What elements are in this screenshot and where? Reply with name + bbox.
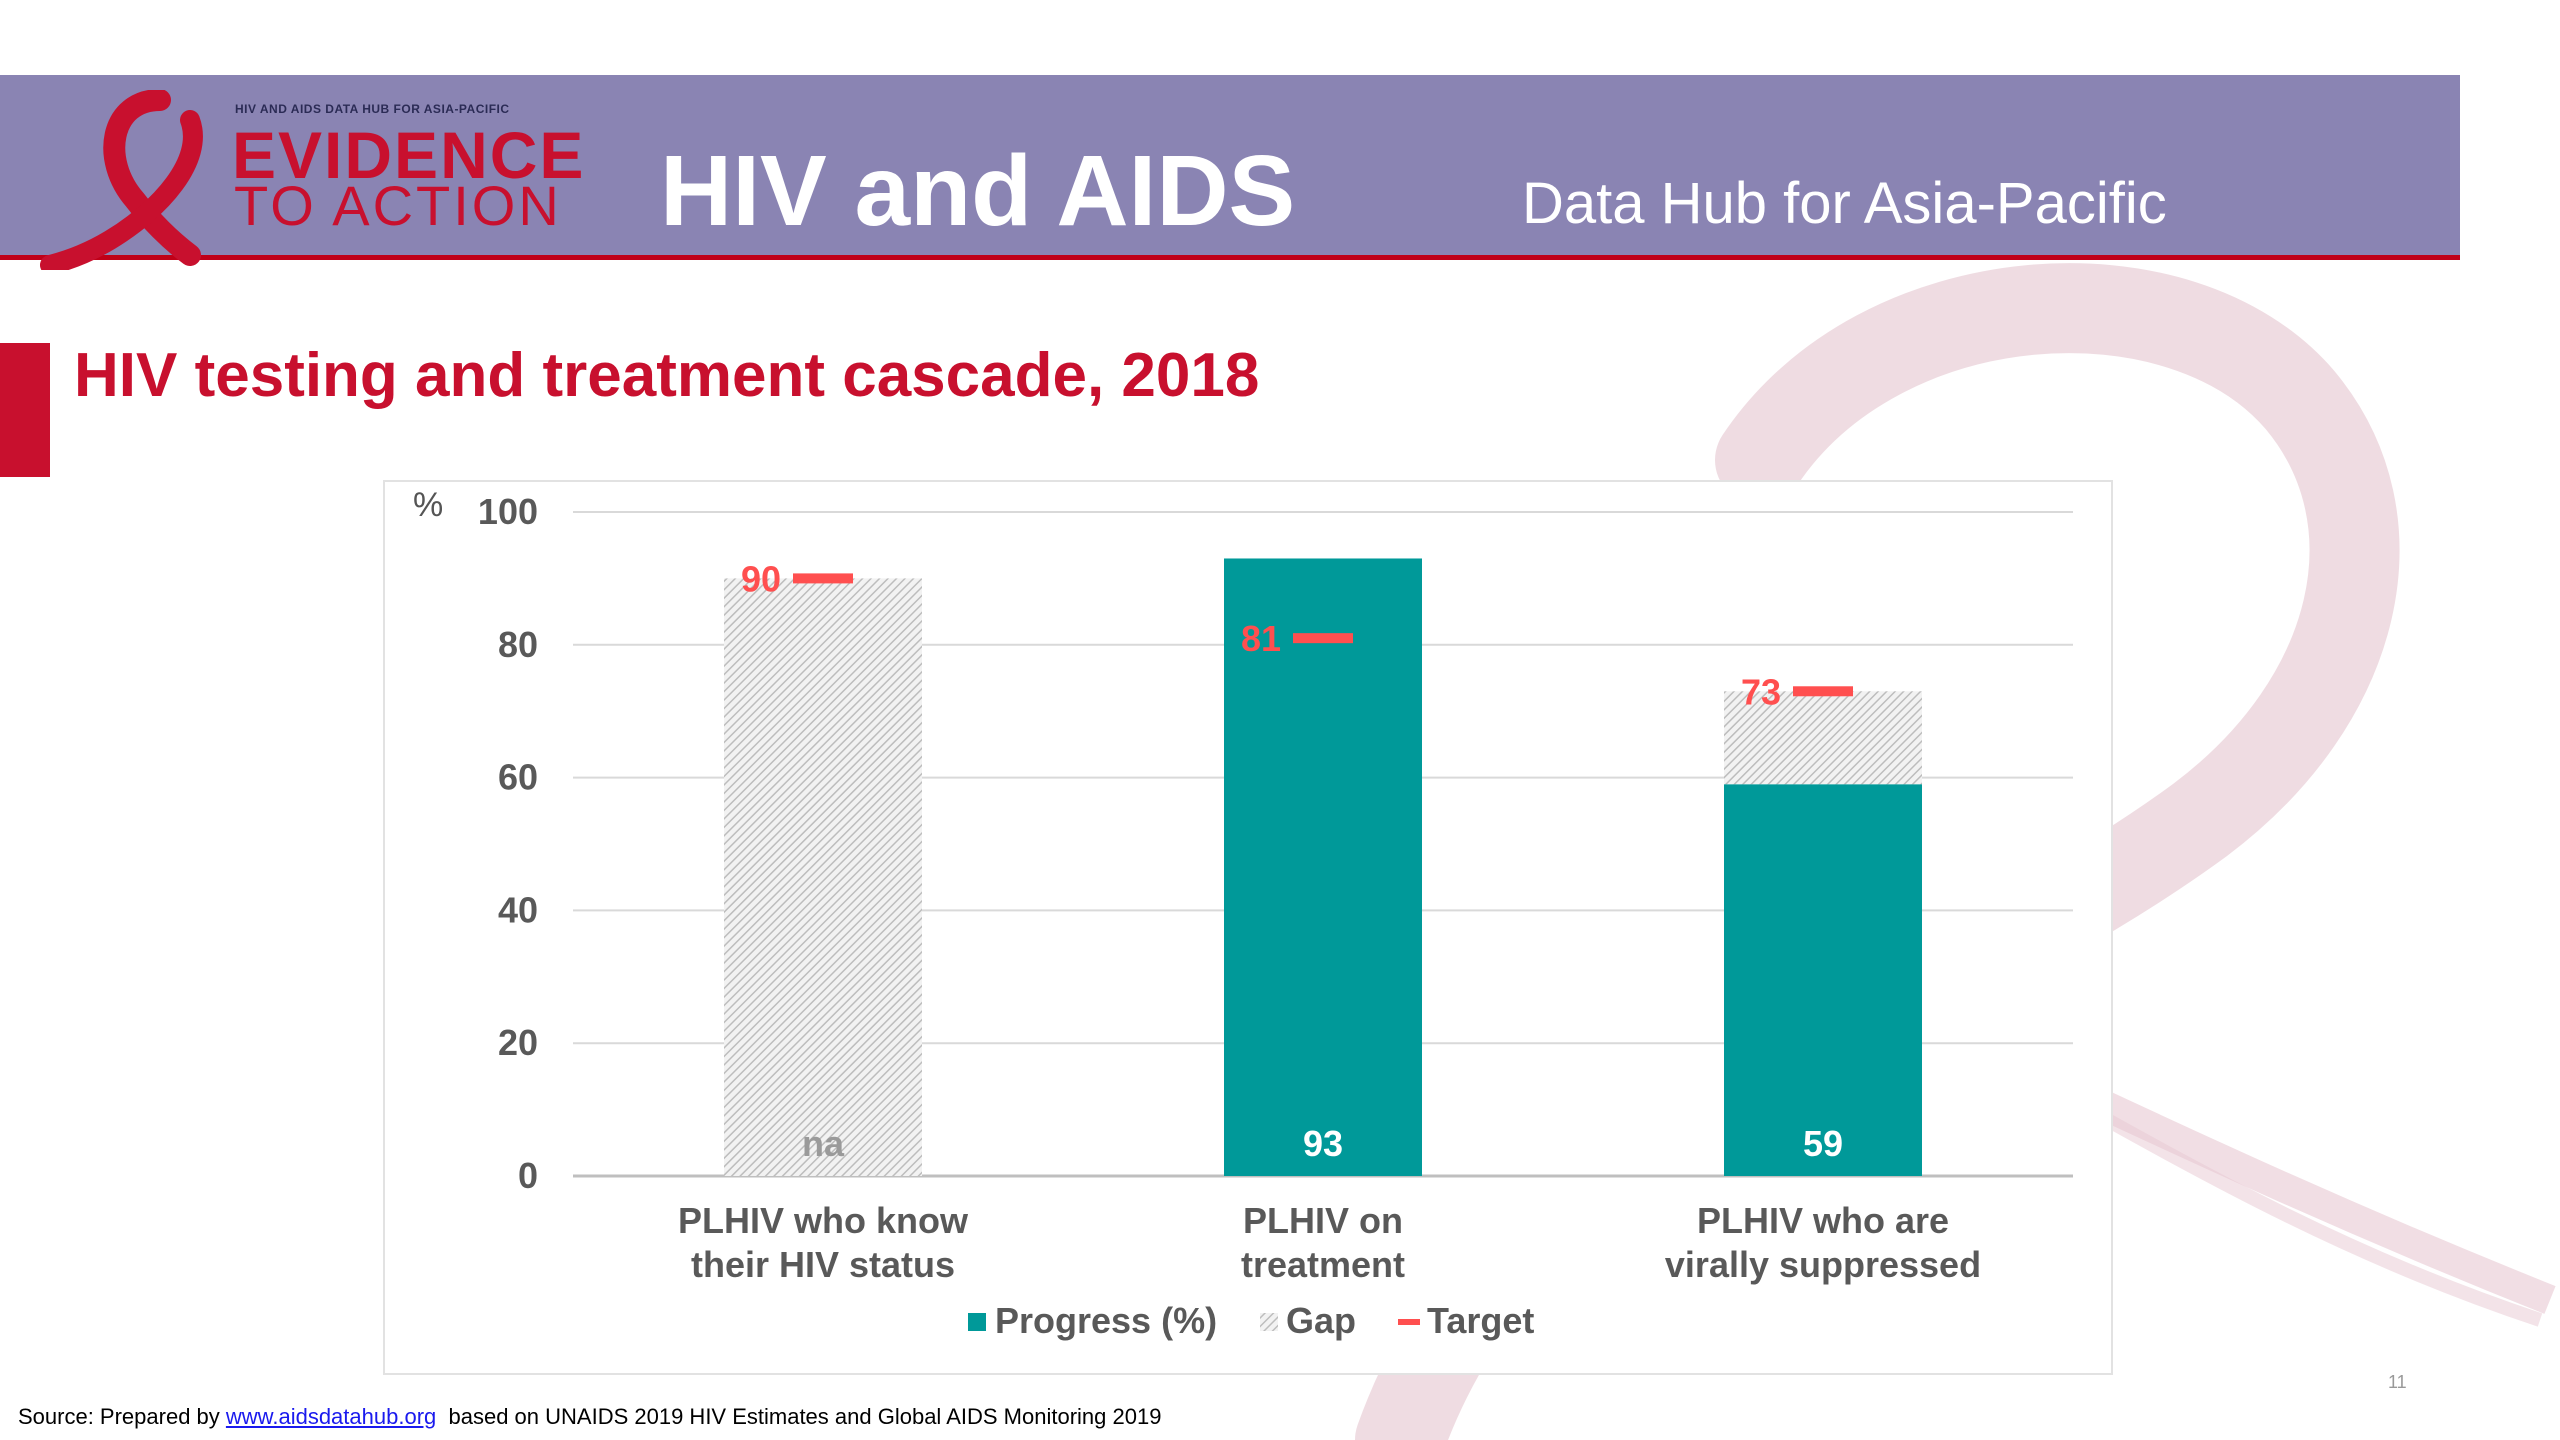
progress-data-label: na xyxy=(802,1123,845,1164)
progress-bar xyxy=(1724,784,1922,1176)
target-data-label: 81 xyxy=(1241,618,1281,659)
red-ribbon-icon xyxy=(40,90,203,270)
progress-bar xyxy=(1224,558,1422,1176)
x-category-label: PLHIV who are xyxy=(1697,1200,1949,1241)
y-tick-label: 20 xyxy=(498,1022,538,1063)
source-link[interactable]: www.aidsdatahub.org xyxy=(225,1404,437,1429)
source-suffix: based on UNAIDS 2019 HIV Estimates and G… xyxy=(448,1404,1162,1429)
x-category-label: PLHIV who know xyxy=(678,1200,969,1241)
x-category-label: treatment xyxy=(1241,1244,1405,1285)
target-marker xyxy=(793,573,853,584)
logo-evidence-text: EVIDENCE xyxy=(232,118,586,192)
y-unit-label: % xyxy=(413,486,443,524)
header-banner xyxy=(0,75,2460,260)
x-category-label: virally suppressed xyxy=(1665,1244,1981,1285)
header-title: HIV and AIDS xyxy=(660,135,1296,247)
gap-bar xyxy=(1724,691,1922,785)
header-subtitle: Data Hub for Asia-Pacific xyxy=(1522,171,2167,236)
y-tick-label: 40 xyxy=(498,889,538,930)
legend-target-swatch xyxy=(1398,1319,1420,1325)
source-prefix: Source: Prepared by xyxy=(18,1404,220,1429)
y-tick-label: 100 xyxy=(478,491,538,532)
x-category-label: their HIV status xyxy=(691,1244,955,1285)
gap-bar xyxy=(724,578,922,1176)
logo-caption: HIV AND AIDS DATA HUB FOR ASIA-PACIFIC xyxy=(235,102,510,116)
legend-progress-swatch xyxy=(968,1313,986,1331)
legend-progress-label: Progress (%) xyxy=(995,1300,1217,1341)
page-number: 11 xyxy=(2388,1372,2407,1392)
progress-data-label: 93 xyxy=(1303,1123,1343,1164)
target-data-label: 90 xyxy=(741,558,781,599)
target-marker xyxy=(1293,633,1353,644)
source-note: Source: Prepared by www.aidsdatahub.org … xyxy=(18,1404,1161,1430)
y-tick-label: 0 xyxy=(518,1155,538,1196)
progress-data-label: 59 xyxy=(1803,1123,1843,1164)
legend-gap-label: Gap xyxy=(1286,1300,1356,1341)
y-tick-label: 60 xyxy=(498,757,538,798)
x-category-label: PLHIV on xyxy=(1243,1200,1403,1241)
title-accent-bar xyxy=(0,343,50,477)
y-tick-label: 80 xyxy=(498,624,538,665)
legend-target-label: Target xyxy=(1427,1300,1534,1341)
legend-gap-swatch xyxy=(1260,1313,1278,1331)
slide-title: HIV testing and treatment cascade, 2018 xyxy=(74,341,1260,410)
target-marker xyxy=(1793,686,1853,697)
logo-to-action-text: TO ACTION xyxy=(234,174,562,237)
target-data-label: 73 xyxy=(1741,671,1781,712)
